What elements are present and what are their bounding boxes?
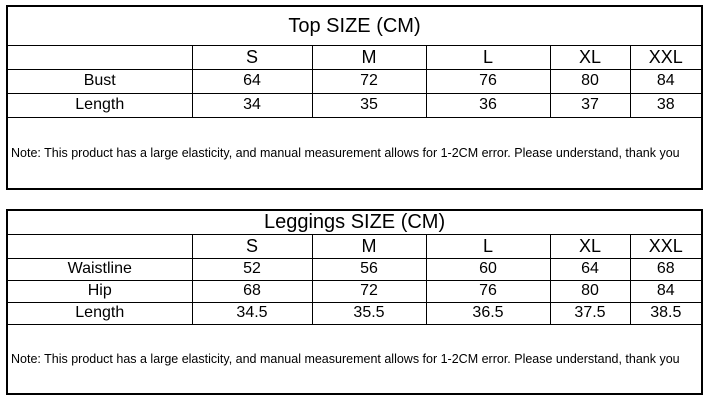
size-header-blank: [6, 233, 193, 259]
size-header: M: [311, 233, 427, 259]
row-label: Bust: [6, 68, 193, 94]
table-cell: 68: [191, 279, 313, 303]
table-cell: 64: [549, 257, 631, 281]
row-label: Length: [6, 92, 193, 118]
size-header: XXL: [629, 233, 703, 259]
table-cell: 84: [629, 68, 703, 94]
table-cell: 38: [629, 92, 703, 118]
table-cell: 76: [425, 279, 551, 303]
table-cell: 35: [311, 92, 427, 118]
table-cell: 34: [191, 92, 313, 118]
top-size-table: Top SIZE (CM) S M L XL XXL Bust 64 72 76…: [6, 5, 703, 190]
top-table-note: Note: This product has a large elasticit…: [6, 116, 703, 190]
top-table-title: Top SIZE (CM): [6, 5, 703, 46]
table-cell: 56: [311, 257, 427, 281]
table-cell: 34.5: [191, 301, 313, 325]
table-cell: 72: [311, 279, 427, 303]
table-cell: 52: [191, 257, 313, 281]
table-cell: 37.5: [549, 301, 631, 325]
size-header: XL: [549, 233, 631, 259]
table-row: Length 34 35 36 37 38: [6, 92, 703, 118]
leggings-size-table: Leggings SIZE (CM) S M L XL XXL Waistlin…: [6, 209, 704, 395]
row-label: Length: [6, 301, 193, 325]
table-cell: 35.5: [311, 301, 427, 325]
table-cell: 68: [629, 257, 703, 281]
table-row: Bust 64 72 76 80 84: [6, 68, 703, 94]
size-header: S: [191, 233, 313, 259]
table-cell: 80: [549, 68, 631, 94]
table-cell: 84: [629, 279, 703, 303]
size-header: L: [425, 44, 551, 70]
table-cell: 72: [311, 68, 427, 94]
row-label: Hip: [6, 279, 193, 303]
table-row: Waistline 52 56 60 64 68: [6, 257, 703, 281]
size-header: S: [191, 44, 313, 70]
table-cell: 76: [425, 68, 551, 94]
size-header: L: [425, 233, 551, 259]
table-cell: 36: [425, 92, 551, 118]
table-cell: 36.5: [425, 301, 551, 325]
table-cell: 64: [191, 68, 313, 94]
leggings-table-title: Leggings SIZE (CM): [6, 209, 703, 235]
leggings-table-note: Note: This product has a large elasticit…: [6, 323, 703, 395]
size-header: XL: [549, 44, 631, 70]
size-header: XXL: [629, 44, 703, 70]
size-header: M: [311, 44, 427, 70]
table-cell: 80: [549, 279, 631, 303]
table-cell: 37: [549, 92, 631, 118]
table-cell: 38.5: [629, 301, 703, 325]
size-header-blank: [6, 44, 193, 70]
row-label: Waistline: [6, 257, 193, 281]
size-charts: Top SIZE (CM) S M L XL XXL Bust 64 72 76…: [6, 5, 704, 395]
table-cell: 60: [425, 257, 551, 281]
table-row: Length 34.5 35.5 36.5 37.5 38.5: [6, 301, 703, 325]
table-row: Hip 68 72 76 80 84: [6, 279, 703, 303]
